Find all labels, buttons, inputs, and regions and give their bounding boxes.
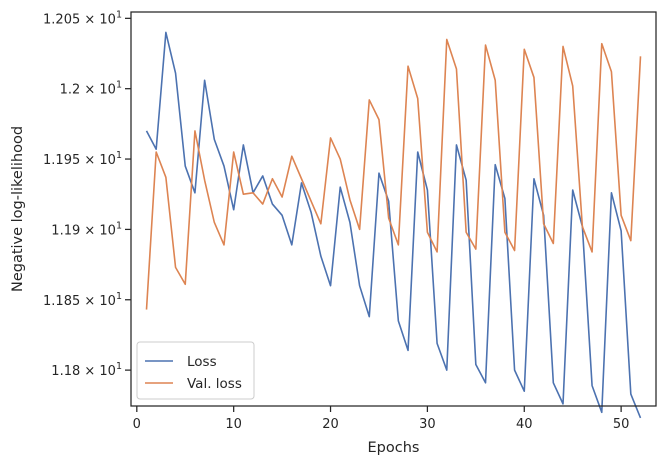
y-tick-label: 1.2 × 101 bbox=[60, 80, 122, 98]
x-tick-label: 10 bbox=[225, 417, 242, 432]
x-axis: 0 10 20 30 40 50 bbox=[133, 406, 630, 432]
x-tick-label: 30 bbox=[419, 417, 436, 432]
x-tick-label: 0 bbox=[133, 417, 141, 432]
legend-label-loss: Loss bbox=[187, 354, 217, 370]
x-tick-label: 20 bbox=[322, 417, 339, 432]
series-line-loss bbox=[145, 31, 642, 419]
x-axis-title: Epochs bbox=[368, 440, 420, 456]
y-axis: 1.18 × 101 1.185 × 101 1.19 × 101 1.195 × 1… bbox=[43, 9, 131, 379]
legend: Loss Val. loss bbox=[136, 341, 255, 400]
y-tick-label: 1.195 × 101 bbox=[43, 150, 122, 168]
y-axis-title: Negative log-likelihood bbox=[10, 126, 26, 292]
x-tick-label: 50 bbox=[613, 417, 630, 432]
series-layer bbox=[145, 31, 642, 419]
y-tick-label: 1.185 × 101 bbox=[43, 291, 122, 309]
legend-label-val-loss: Val. loss bbox=[187, 376, 242, 392]
y-tick-label: 1.18 × 101 bbox=[51, 361, 122, 379]
series-line-val-loss bbox=[145, 38, 642, 310]
y-tick-label: 1.19 × 101 bbox=[51, 220, 122, 238]
y-tick-label: 1.205 × 101 bbox=[43, 9, 122, 27]
plot-frame bbox=[130, 11, 657, 407]
x-tick-label: 40 bbox=[516, 417, 533, 432]
legend-box bbox=[136, 341, 255, 400]
